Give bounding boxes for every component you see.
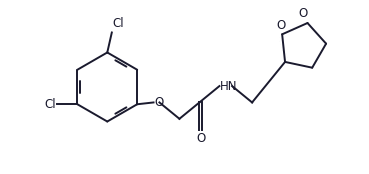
Text: HN: HN — [220, 80, 238, 93]
Text: O: O — [155, 96, 164, 109]
Text: Cl: Cl — [113, 17, 124, 30]
Text: O: O — [196, 132, 205, 145]
Text: O: O — [298, 7, 307, 20]
Text: Cl: Cl — [45, 98, 56, 111]
Text: O: O — [277, 19, 286, 32]
